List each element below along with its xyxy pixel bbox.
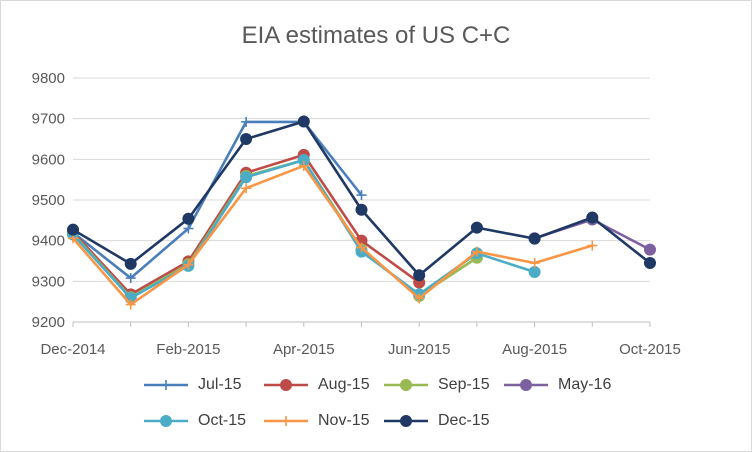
legend-item: Aug-15	[260, 374, 380, 396]
data-point-Nov-15	[587, 240, 598, 251]
legend-swatch	[384, 379, 428, 391]
series-Dec-15	[67, 115, 656, 282]
legend-marker	[281, 416, 291, 426]
data-point-Dec-15	[644, 257, 656, 270]
legend-label: Jul-15	[198, 376, 242, 393]
data-point-Dec-15	[586, 211, 599, 224]
x-tick-label: Dec-2014	[40, 341, 105, 358]
data-point-Nov-15	[298, 160, 309, 171]
legend-marker	[400, 379, 412, 391]
x-tick-label: Aug-2015	[502, 341, 567, 358]
data-point-Dec-15	[413, 269, 426, 282]
legend-swatch	[264, 379, 308, 391]
legend-item: Dec-15	[380, 410, 500, 432]
legend-item: Sep-15	[380, 374, 500, 396]
legend-item: Jul-15	[140, 374, 260, 396]
y-tick-label: 9500	[32, 192, 65, 209]
data-point-Oct-15	[528, 265, 541, 278]
y-tick-label: 9400	[32, 233, 65, 250]
legend-item: Nov-15	[260, 410, 380, 432]
x-tick-label: Oct-2015	[619, 341, 681, 358]
y-tick-label: 9700	[32, 111, 65, 128]
axes: 9200 9300 9400 9500 9600 9700 9800 Dec-2014 Feb-…	[32, 70, 681, 358]
data-point-Nov-15	[241, 183, 252, 194]
series-layer	[67, 115, 656, 310]
data-point-Nov-15	[414, 293, 425, 304]
legend-label: Sep-15	[438, 376, 490, 393]
data-point-Jul-15	[125, 273, 136, 284]
data-point-Jul-15	[356, 190, 367, 201]
legend-swatch	[264, 416, 308, 426]
series-line-Oct-15	[72, 158, 536, 300]
chart-title: EIA estimates of US C+C	[241, 22, 511, 49]
y-tick-label: 9600	[32, 151, 65, 168]
data-point-Dec-15	[182, 212, 195, 225]
data-point-Dec-15	[528, 232, 541, 245]
data-point-Jul-15	[183, 223, 194, 234]
data-point-Nov-15	[529, 258, 540, 269]
legend-label: May-16	[558, 376, 612, 393]
legend-swatch	[504, 379, 548, 391]
legend-label: Nov-15	[318, 412, 370, 429]
series-line-Nov-15	[72, 164, 593, 306]
y-tick-label: 9800	[32, 70, 65, 87]
x-tick-label: Apr-2015	[273, 341, 335, 358]
x-tick-label: Feb-2015	[156, 341, 220, 358]
legend-marker	[161, 380, 171, 390]
legend-swatch	[384, 415, 428, 427]
x-tick-label: Jun-2015	[388, 341, 451, 358]
legend-marker	[520, 379, 532, 391]
data-point-Nov-15	[183, 259, 194, 270]
legend-label: Oct-15	[198, 412, 247, 429]
data-point-Dec-15	[240, 133, 253, 145]
data-point-Jul-15	[241, 116, 252, 127]
legend-marker	[280, 379, 292, 391]
data-point-Dec-15	[355, 203, 368, 216]
legend-label: Dec-15	[438, 412, 490, 429]
legend-label: Aug-15	[318, 376, 370, 393]
legend-swatch	[144, 415, 188, 427]
data-point-May-16	[644, 243, 656, 256]
legend-marker	[160, 415, 172, 427]
legend-swatch	[144, 380, 188, 390]
data-point-Oct-15	[240, 171, 253, 184]
data-point-Nov-15	[356, 242, 367, 253]
legend-item: Oct-15	[140, 410, 260, 432]
legend: Jul-15 Aug-15 Sep-15 May-16 Oct-15 Nov-15 Dec-…	[140, 374, 620, 432]
y-tick-label: 9300	[32, 273, 65, 290]
data-point-Nov-15	[125, 299, 136, 310]
data-point-Dec-15	[297, 115, 310, 128]
data-point-Dec-15	[124, 257, 137, 270]
data-point-Nov-15	[471, 246, 482, 257]
legend-marker	[400, 415, 412, 427]
legend-item: May-16	[500, 374, 620, 396]
y-tick-label: 9200	[32, 314, 65, 331]
data-point-Dec-15	[67, 223, 79, 236]
data-point-Dec-15	[470, 221, 483, 234]
